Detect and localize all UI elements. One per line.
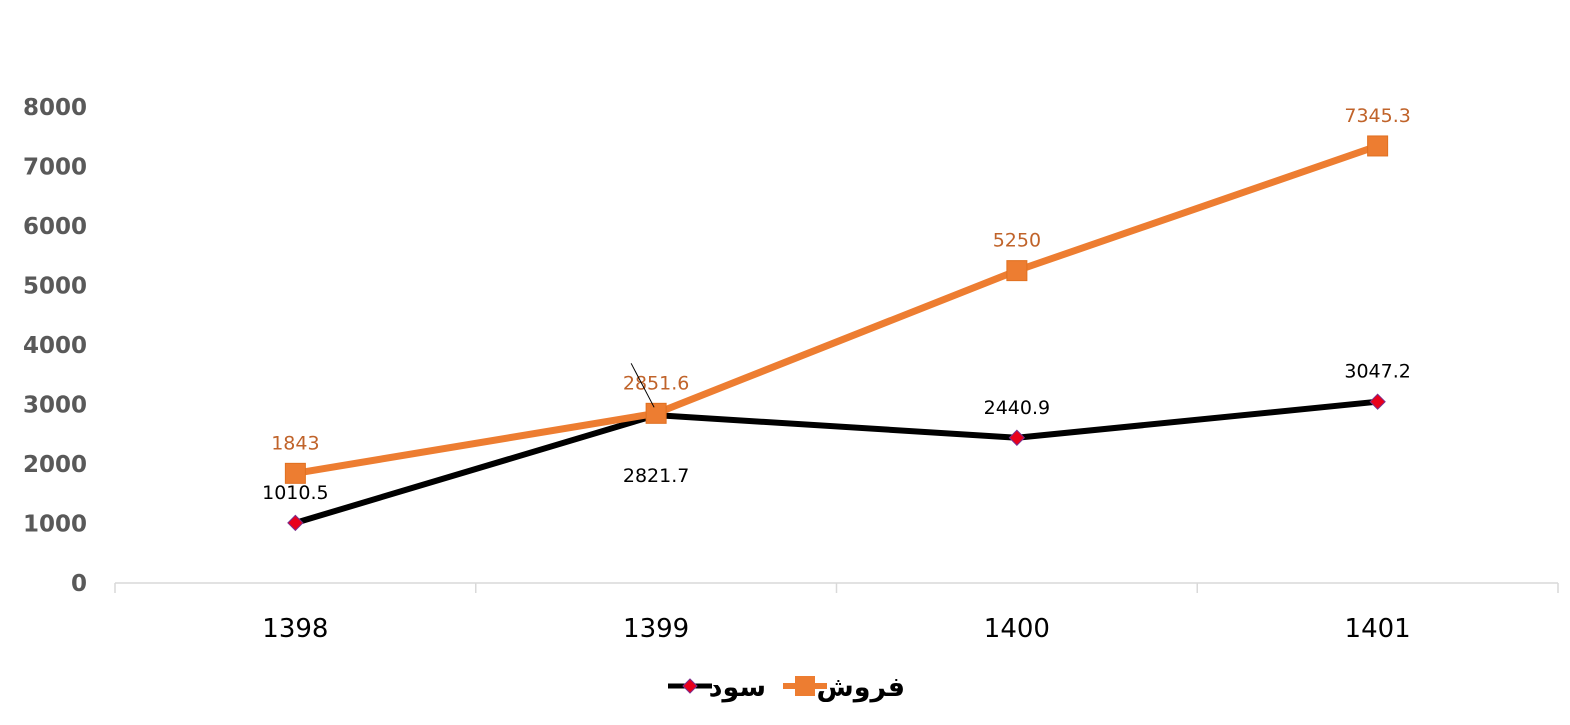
y-tick-label: 4000 (23, 333, 87, 359)
x-tick-label: 1400 (984, 614, 1050, 644)
data-label-forush: 5250 (993, 230, 1041, 252)
y-tick-label: 8000 (23, 95, 87, 121)
y-tick-label: 6000 (23, 214, 87, 240)
legend-label-forush: فروش (816, 672, 905, 703)
data-label-sood: 3047.2 (1344, 361, 1410, 383)
marker-sood (287, 514, 304, 532)
data-label-forush: 7345.3 (1344, 105, 1410, 127)
marker-forush (645, 402, 667, 424)
y-tick-label: 0 (71, 571, 87, 597)
y-tick-label: 5000 (23, 274, 87, 300)
x-tick-label: 1398 (262, 614, 328, 644)
data-label-forush: 1843 (271, 432, 319, 454)
marker-sood (1369, 393, 1386, 410)
x-tick-label: 1399 (623, 614, 689, 644)
y-tick-label: 1000 (23, 512, 87, 538)
data-label-forush: 2851.6 (623, 372, 689, 394)
y-tick-label: 2000 (23, 452, 87, 478)
marker-forush (1367, 135, 1389, 157)
legend-label-sood: سود (709, 672, 766, 703)
marker-sood (1008, 429, 1026, 446)
legend-swatch-sood-marker (682, 678, 698, 694)
series-line-sood (292, 398, 1381, 526)
x-axis: 1398 1399 1400 1401 (114, 582, 1559, 644)
legend-swatch-forush-marker (795, 676, 815, 696)
data-label-sood: 2821.7 (623, 465, 689, 487)
series-line-forush (291, 142, 1382, 477)
y-tick-label: 3000 (23, 393, 87, 419)
marker-forush (1006, 260, 1028, 282)
data-labels: 1843 2851.6 5250 7345.3 1010.5 2821.7 2440.9 30… (262, 105, 1411, 504)
legend: فروش سود (668, 672, 905, 703)
series-layer (284, 135, 1389, 532)
y-axis: 0 1000 2000 3000 4000 5000 6000 7000 8000 (23, 95, 87, 597)
x-tick-label: 1401 (1345, 614, 1411, 644)
leader-line (630, 363, 655, 408)
data-label-sood: 1010.5 (262, 482, 328, 504)
y-tick-label: 7000 (23, 155, 87, 181)
data-label-sood: 2440.9 (984, 397, 1050, 419)
marker-forush (284, 462, 306, 484)
